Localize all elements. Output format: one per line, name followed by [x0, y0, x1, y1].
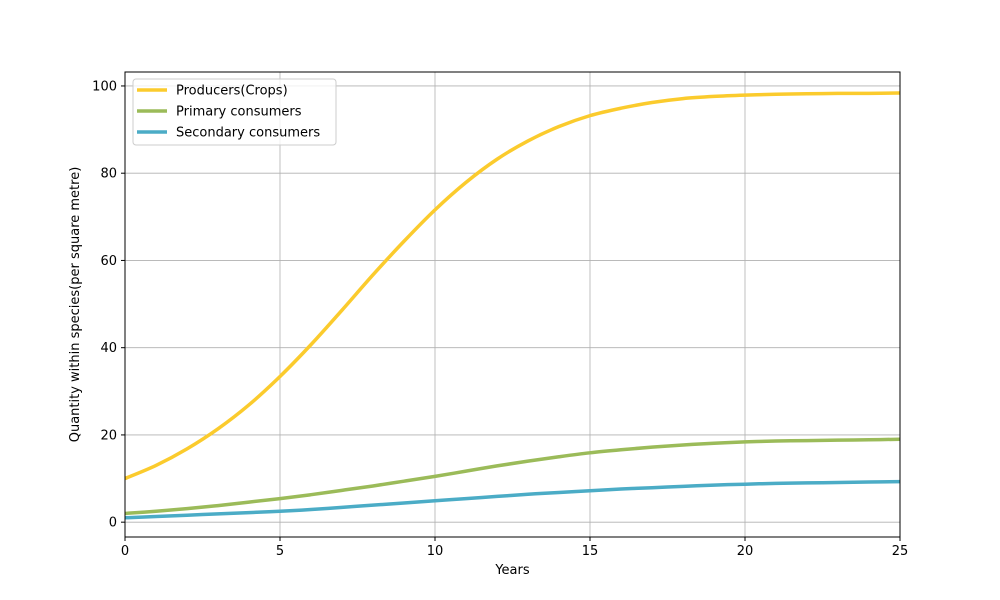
y-tick-label-3: 60 [100, 254, 117, 269]
y-tick-label-5: 100 [92, 79, 117, 94]
series-line-producers-crops [124, 91, 901, 481]
series-lines [124, 91, 901, 520]
y-tick-label-1: 20 [100, 428, 117, 443]
x-tick-label-0: 0 [121, 544, 129, 559]
legend-box [132, 78, 337, 146]
y-tick-label-2: 40 [100, 341, 117, 356]
series-line-secondary-consumers [124, 479, 901, 520]
legend-label-secondary-consumers: Secondary consumers [176, 126, 320, 141]
legend-label-producers-crops: Producers(Crops) [176, 84, 288, 99]
axis-ticks: 0 5 10 15 20 25 0 20 40 60 80 100 [92, 79, 908, 559]
x-axis-label: Years [494, 563, 530, 578]
y-tick-label-4: 80 [100, 167, 117, 182]
series-line-primary-consumers [124, 437, 901, 516]
x-tick-label-4: 20 [737, 544, 754, 559]
y-tick-label-0: 0 [109, 516, 117, 531]
x-tick-label-5: 25 [892, 544, 909, 559]
y-axis-label: Quantity within species(per square metre… [68, 167, 83, 443]
plot-area-frame [124, 71, 901, 538]
x-tick-label-1: 5 [276, 544, 284, 559]
x-tick-label-3: 15 [582, 544, 599, 559]
x-tick-label-2: 10 [427, 544, 444, 559]
legend-label-primary-consumers: Primary consumers [176, 105, 302, 120]
legend: Producers(Crops) Primary consumers Seconda… [132, 78, 337, 146]
